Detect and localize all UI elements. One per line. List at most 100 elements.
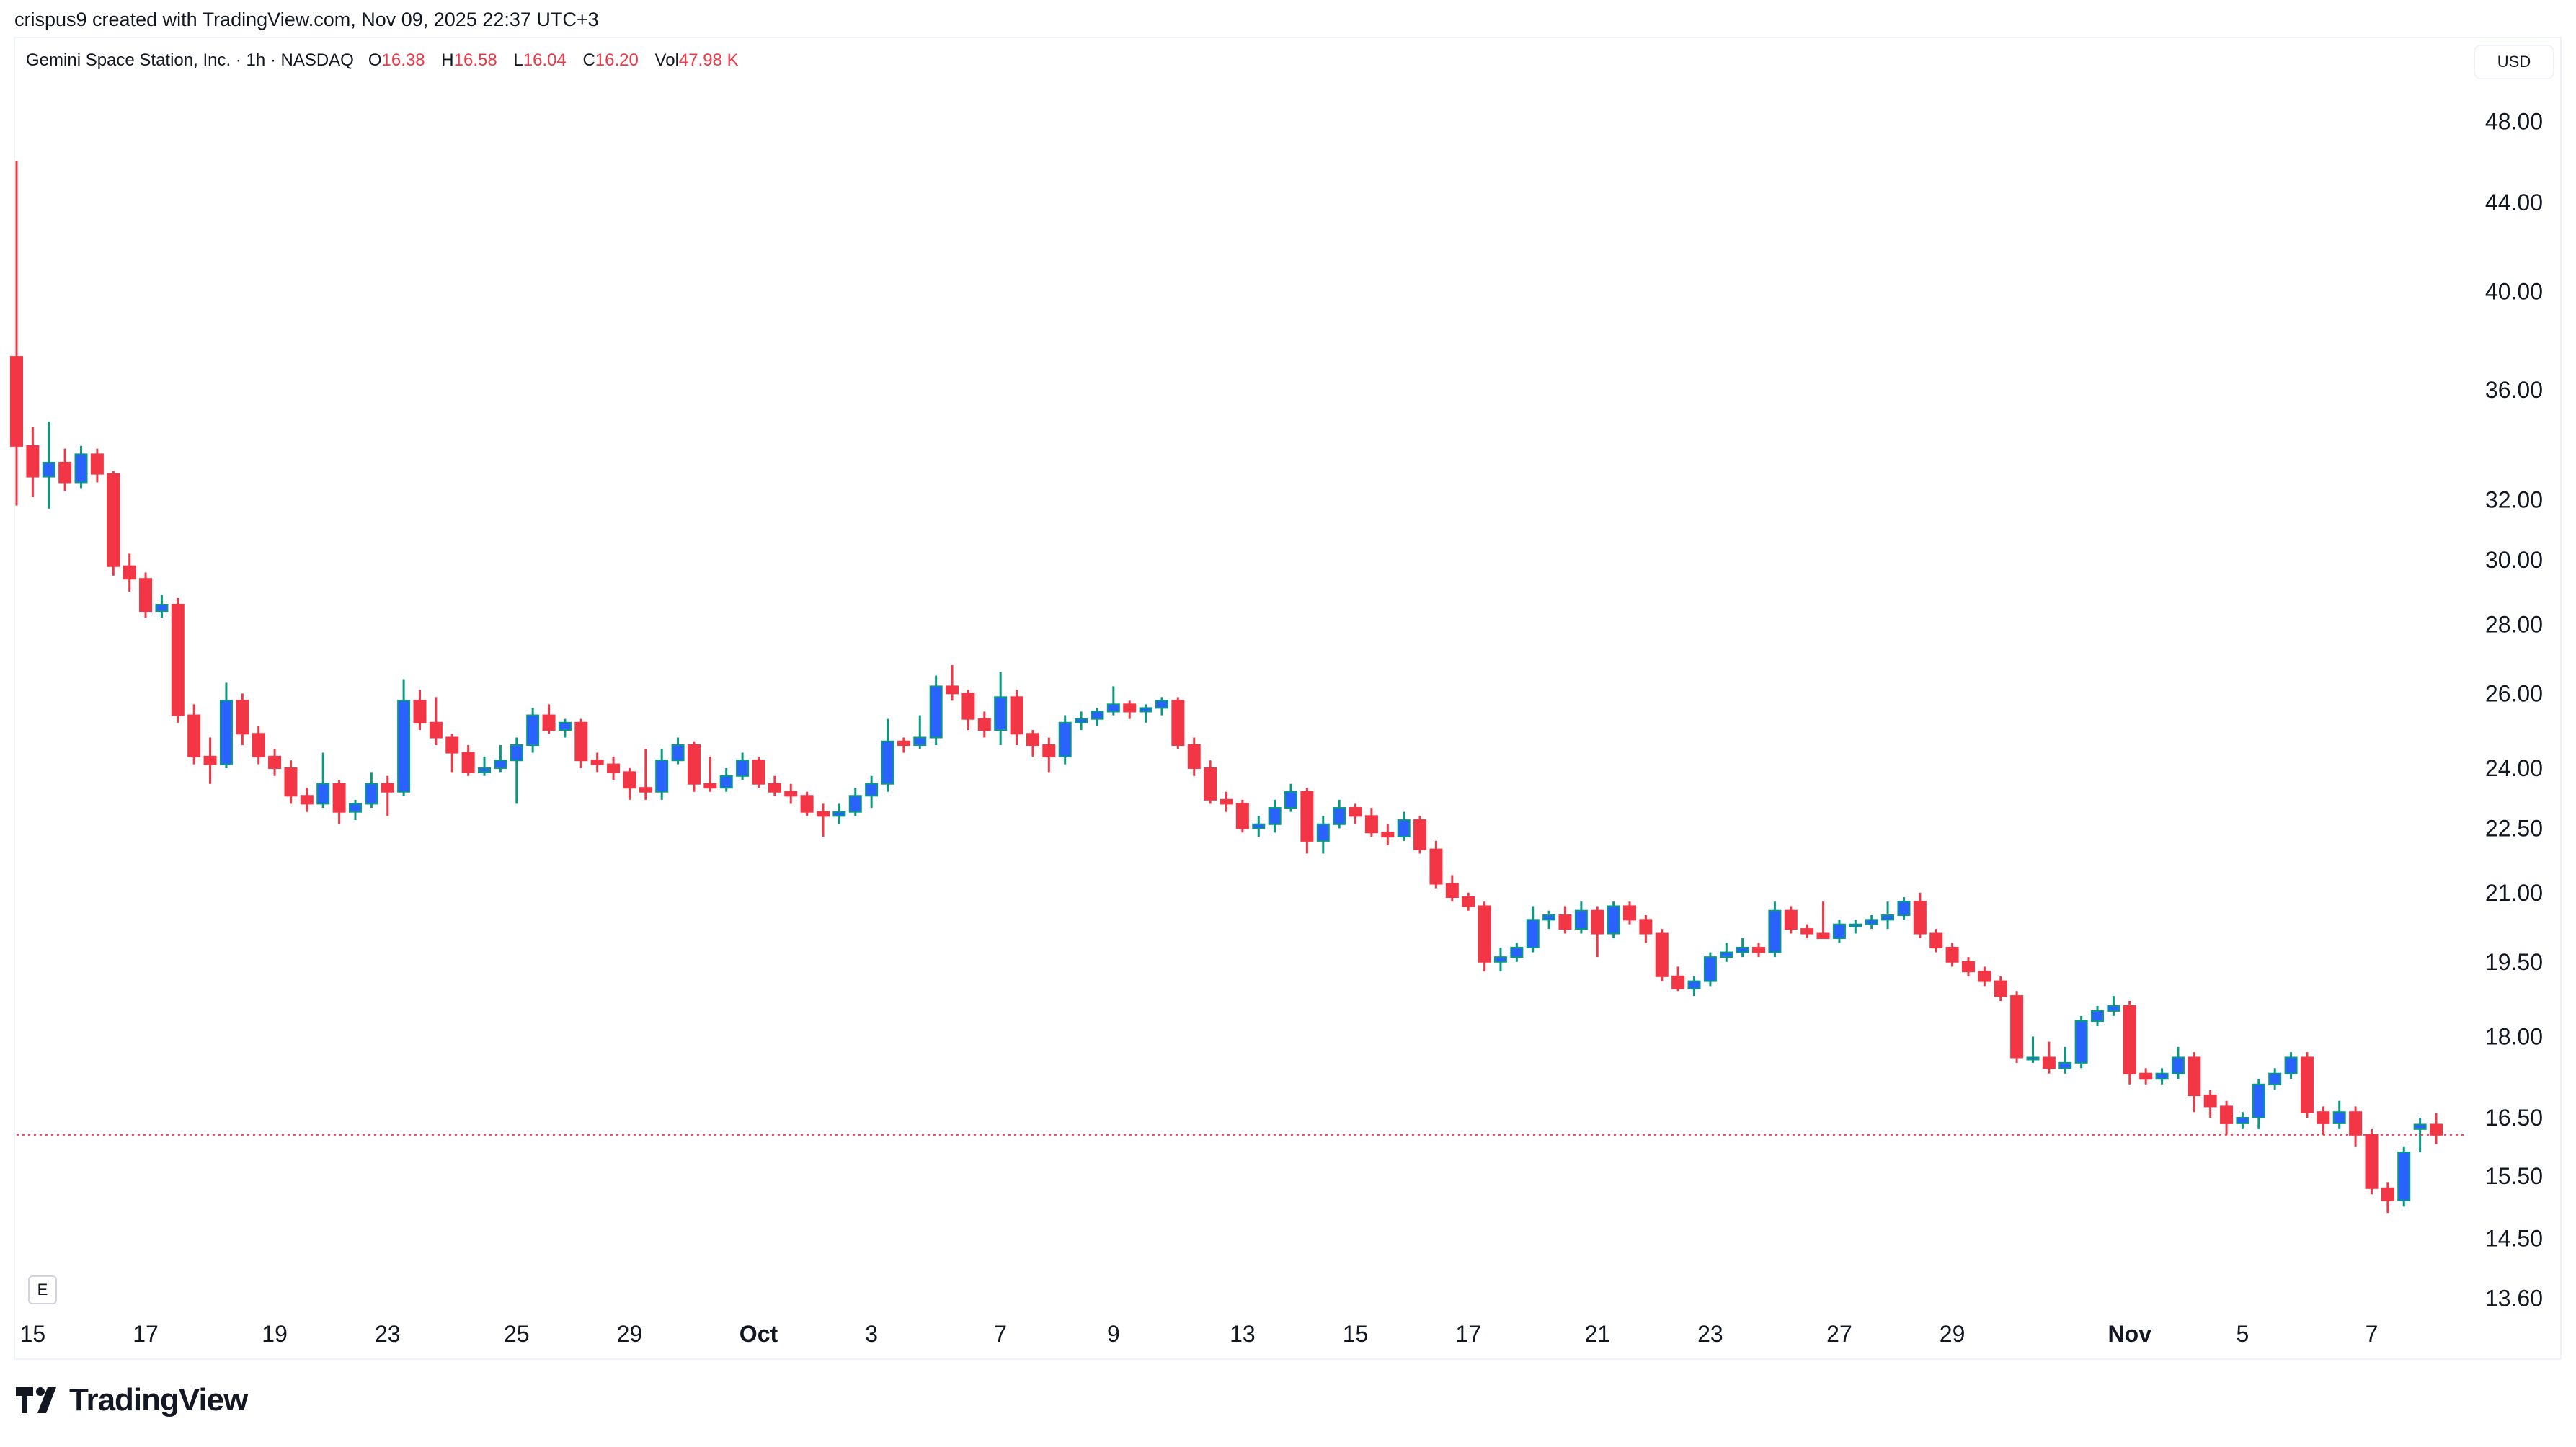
candle-body-up bbox=[494, 760, 507, 769]
candle-body-up bbox=[1316, 823, 1330, 842]
candle-body-down bbox=[703, 783, 717, 789]
candle-body-down bbox=[461, 752, 475, 773]
candle-body-up bbox=[155, 603, 169, 613]
candle-body-down bbox=[607, 763, 621, 773]
candle-body-up bbox=[736, 760, 750, 777]
candle-body-down bbox=[1300, 791, 1314, 842]
candle-body-up bbox=[510, 744, 523, 762]
low-value: 16.04 bbox=[523, 50, 567, 70]
date-tick-label: 23 bbox=[375, 1321, 401, 1347]
price-tick-label: 48.00 bbox=[2485, 109, 2543, 135]
candle-body-up bbox=[1542, 914, 1556, 921]
candle-body-up bbox=[1526, 919, 1540, 948]
candle-body-down bbox=[1220, 798, 1233, 805]
candle-body-down bbox=[2123, 1005, 2136, 1074]
candle-body-down bbox=[817, 811, 830, 817]
candle-body-up bbox=[2268, 1072, 2282, 1085]
price-tick-label: 24.00 bbox=[2485, 755, 2543, 781]
candle-body-up bbox=[2058, 1061, 2072, 1069]
candle-body-down bbox=[2365, 1134, 2379, 1189]
candle-body-down bbox=[542, 714, 556, 731]
close-value: 16.20 bbox=[595, 50, 639, 70]
candle-body-up bbox=[2171, 1056, 2185, 1074]
candle-body-down bbox=[1235, 803, 1249, 829]
open-value: 16.38 bbox=[381, 50, 425, 70]
candle-body-up bbox=[1849, 923, 1862, 927]
candle-body-up bbox=[219, 700, 233, 765]
candle-body-up bbox=[2026, 1056, 2040, 1061]
candle-body-down bbox=[332, 783, 346, 813]
candle-body-up bbox=[558, 721, 572, 731]
date-tick-label: 27 bbox=[1826, 1321, 1852, 1347]
candle-body-up bbox=[1720, 951, 1733, 958]
date-tick-label: 25 bbox=[504, 1321, 530, 1347]
tradingview-logo-icon bbox=[16, 1387, 56, 1413]
open-label: O bbox=[368, 50, 382, 70]
events-button[interactable]: E bbox=[28, 1275, 57, 1304]
candle-body-up bbox=[365, 783, 378, 805]
candle-body-down bbox=[1349, 807, 1362, 817]
candle-body-down bbox=[1639, 919, 1653, 935]
date-tick-label: 3 bbox=[865, 1321, 878, 1347]
currency-button[interactable]: USD bbox=[2474, 45, 2554, 79]
candle-body-down bbox=[1413, 819, 1427, 850]
candle-body-down bbox=[413, 700, 427, 724]
candle-body-down bbox=[1026, 733, 1039, 746]
price-tick-label: 36.00 bbox=[2485, 377, 2543, 403]
candle-body-up bbox=[1865, 919, 1878, 925]
candle-body-up bbox=[2252, 1083, 2265, 1119]
candle-body-up bbox=[1058, 721, 1072, 757]
candle-body-up bbox=[2332, 1111, 2346, 1124]
date-tick-label: 29 bbox=[617, 1321, 643, 1347]
candle-body-up bbox=[1493, 956, 1507, 963]
price-tick-label: 26.00 bbox=[2485, 680, 2543, 706]
candle-body-down bbox=[1042, 744, 1056, 757]
candle-body-down bbox=[897, 740, 910, 746]
candle-body-down bbox=[10, 356, 23, 447]
price-tick-label: 21.00 bbox=[2485, 880, 2543, 906]
date-tick-label: Nov bbox=[2108, 1321, 2152, 1347]
candle-body-up bbox=[994, 696, 1008, 731]
candle-body-up bbox=[42, 461, 55, 478]
candle-body-down bbox=[300, 795, 314, 805]
date-tick-label: 5 bbox=[2237, 1321, 2249, 1347]
candle-body-up bbox=[1510, 946, 1524, 958]
candle-body-up bbox=[655, 760, 669, 793]
candle-body-up bbox=[397, 700, 411, 793]
candle-body-up bbox=[348, 803, 362, 813]
candle-body-down bbox=[590, 760, 604, 765]
candle-body-down bbox=[1913, 901, 1927, 935]
date-tick-label: 7 bbox=[2366, 1321, 2379, 1347]
volume-value: 47.98 K bbox=[678, 50, 739, 70]
date-tick-label: 21 bbox=[1584, 1321, 1610, 1347]
candle-body-up bbox=[2074, 1020, 2088, 1064]
tradingview-logo[interactable]: TradingView bbox=[16, 1382, 248, 1418]
candle-body-up bbox=[1139, 707, 1152, 713]
candle-body-down bbox=[252, 733, 265, 757]
candle-body-down bbox=[1381, 832, 1395, 838]
candle-body-up bbox=[2413, 1123, 2427, 1130]
candle-body-up bbox=[1574, 909, 1588, 930]
price-tick-label: 30.00 bbox=[2485, 547, 2543, 573]
high-label: H bbox=[441, 50, 454, 70]
price-tick-label: 28.00 bbox=[2485, 611, 2543, 637]
candle-body-up bbox=[2091, 1010, 2105, 1022]
candles bbox=[10, 161, 2443, 1214]
candle-body-up bbox=[1703, 956, 1717, 982]
chart-panel[interactable] bbox=[14, 37, 2562, 1360]
volume-label: Vol bbox=[654, 50, 679, 70]
candle-body-up bbox=[2155, 1072, 2169, 1080]
price-tick-label: 44.00 bbox=[2485, 190, 2543, 215]
candle-body-up bbox=[848, 795, 862, 813]
candle-body-down bbox=[90, 453, 104, 475]
candle-body-down bbox=[381, 783, 394, 793]
date-tick-label: 7 bbox=[994, 1321, 1007, 1347]
candle-body-down bbox=[1752, 946, 1766, 953]
candle-body-down bbox=[1961, 961, 1975, 973]
candle-body-up bbox=[1881, 914, 1895, 921]
candle-body-up bbox=[1252, 823, 1266, 829]
date-tick-label: 15 bbox=[20, 1321, 46, 1347]
candle-body-up bbox=[719, 775, 733, 789]
price-tick-label: 40.00 bbox=[2485, 279, 2543, 305]
